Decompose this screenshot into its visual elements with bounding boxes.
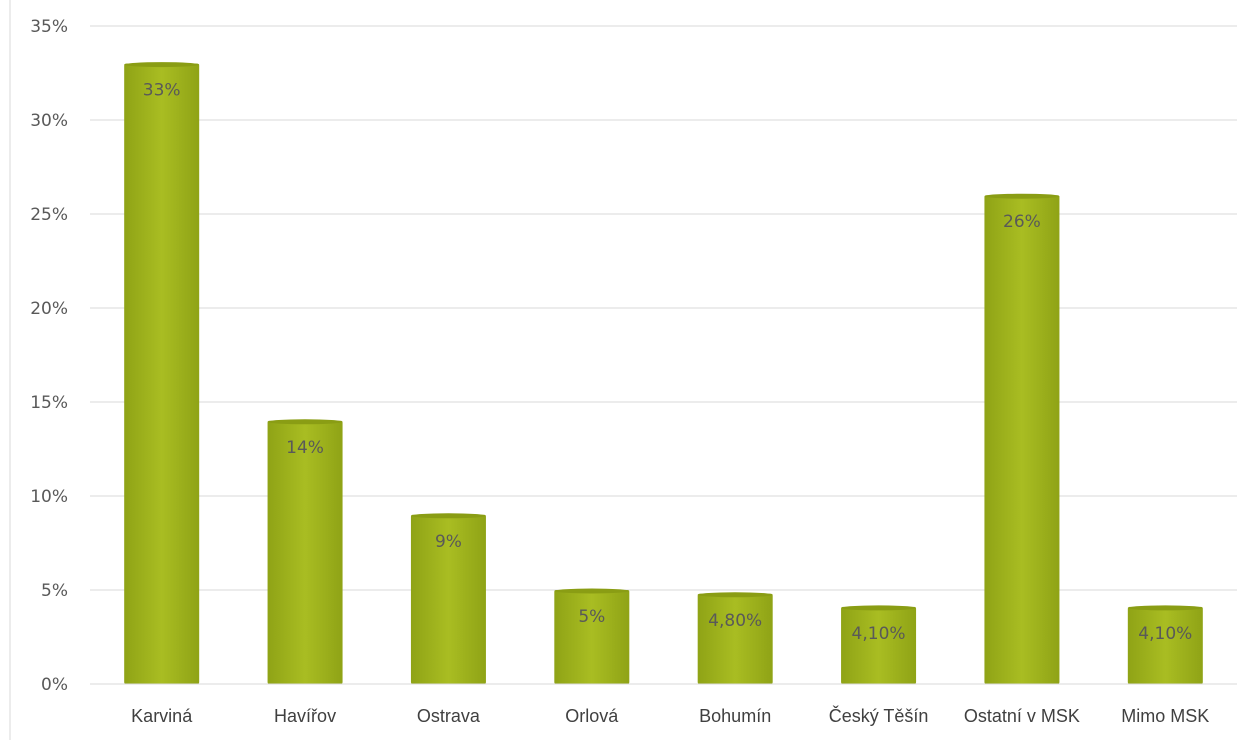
- y-tick-label: 10%: [30, 487, 68, 507]
- bar-top-edge: [1127, 605, 1203, 611]
- bar: [697, 593, 773, 684]
- bar-top-edge: [267, 419, 343, 425]
- data-label: 5%: [578, 607, 605, 627]
- bar: [267, 420, 343, 684]
- bar-top-edge: [124, 62, 200, 68]
- y-tick-label: 35%: [30, 17, 68, 37]
- bar: [410, 514, 486, 684]
- data-label: 14%: [286, 438, 324, 458]
- y-tick-label: 0%: [41, 675, 68, 695]
- data-label: 4,80%: [708, 611, 762, 631]
- y-tick-label: 5%: [41, 581, 68, 601]
- x-category-label: Bohumín: [699, 706, 771, 726]
- x-category-label: Karviná: [131, 706, 193, 726]
- data-label: 33%: [143, 81, 181, 101]
- x-category-label: Mimo MSK: [1121, 706, 1209, 726]
- data-label: 4,10%: [852, 624, 906, 644]
- bar: [841, 606, 917, 684]
- y-tick-label: 30%: [30, 111, 68, 131]
- bar-top-edge: [984, 193, 1060, 199]
- x-category-label: Ostatní v MSK: [964, 706, 1080, 726]
- x-category-label: Český Těšín: [829, 705, 929, 726]
- data-label: 9%: [435, 532, 462, 552]
- bar: [984, 195, 1060, 684]
- y-axis-tick-labels: 0% 5% 10% 15% 20% 25% 30% 35%: [30, 17, 68, 695]
- bar: [124, 63, 200, 685]
- y-tick-label: 25%: [30, 205, 68, 225]
- data-label: 4,10%: [1138, 624, 1192, 644]
- gridlines: [90, 25, 1237, 591]
- bars: 33% 14% 9% 5% 4,80% 4,10% 26% 4,10%: [124, 62, 1203, 685]
- x-category-label: Orlová: [565, 706, 619, 726]
- data-label: 26%: [1003, 212, 1041, 232]
- y-tick-label: 15%: [30, 393, 68, 413]
- x-category-label: Ostrava: [417, 706, 481, 726]
- bar-top-edge: [697, 592, 773, 598]
- y-tick-label: 20%: [30, 299, 68, 319]
- bar: [1127, 606, 1203, 684]
- bar-top-edge: [841, 605, 917, 611]
- bar: [554, 590, 630, 684]
- x-axis-category-labels: Karviná Havířov Ostrava Orlová Bohumín Český …: [131, 705, 1209, 726]
- bar-top-edge: [410, 513, 486, 519]
- x-category-label: Havířov: [274, 706, 336, 726]
- bar-top-edge: [554, 588, 630, 594]
